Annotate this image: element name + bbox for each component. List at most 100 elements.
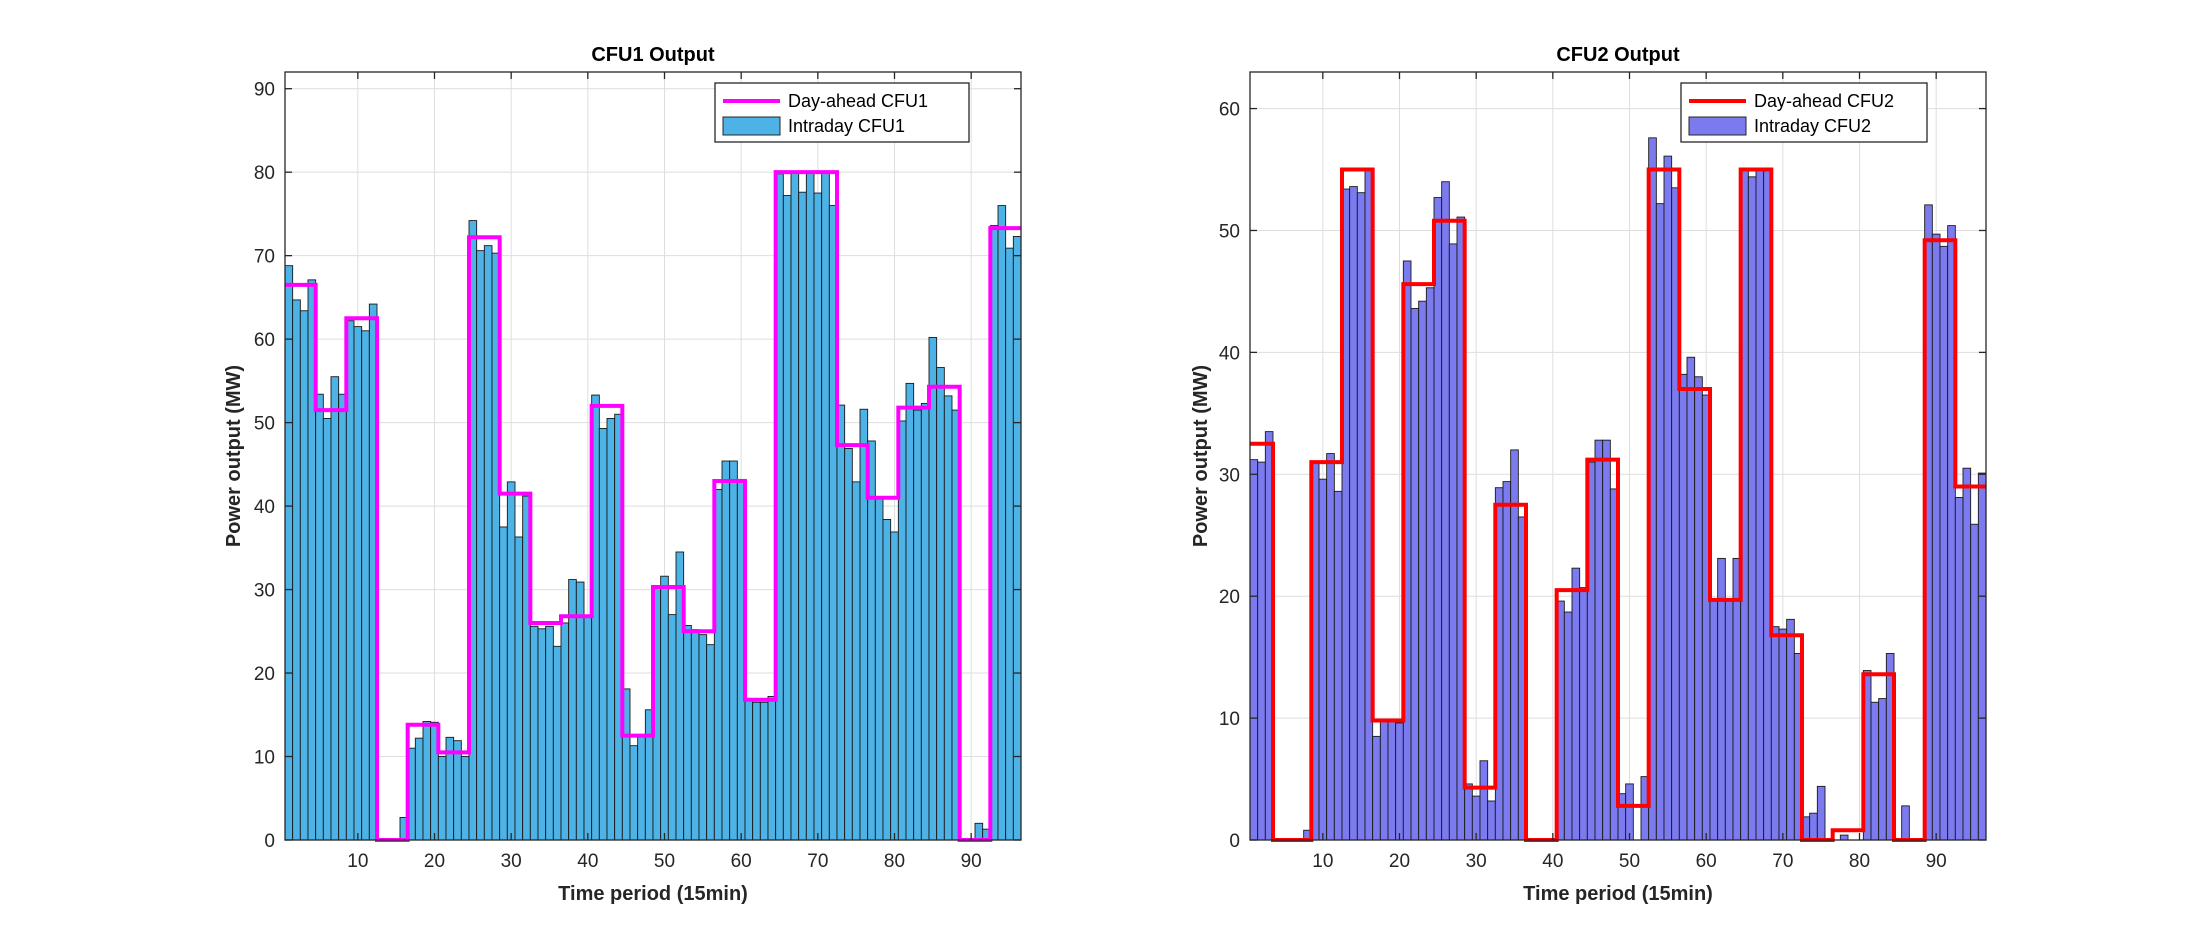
x-tick-label: 40: [1542, 851, 1563, 872]
x-tick-label: 70: [807, 851, 828, 872]
legend-bar-swatch: [1688, 116, 1747, 136]
intraday-bar: [1571, 567, 1581, 841]
intraday-bar: [913, 409, 922, 841]
intraday-bar: [1563, 611, 1573, 841]
intraday-bar: [928, 337, 938, 841]
legend-intraday-label: Intraday CFU2: [1754, 116, 1871, 136]
intraday-bar: [299, 310, 309, 841]
axis-ticks: 10 20 30 40 50 60 70 80 90 0 10 20 30 40 50 60: [1219, 72, 1986, 872]
intraday-bar: [476, 250, 485, 841]
intraday-bar: [1686, 356, 1696, 841]
intraday-bar: [851, 481, 861, 841]
intraday-bar: [437, 756, 447, 841]
intraday-bar: [1425, 287, 1435, 841]
y-tick-label: 10: [254, 748, 275, 769]
y-axis-label: Power output (MW): [223, 365, 245, 547]
intraday-bar: [552, 645, 562, 841]
intraday-bar: [1594, 439, 1604, 841]
intraday-bar: [790, 170, 800, 841]
y-tick-label: 10: [1219, 709, 1240, 730]
intraday-bar: [698, 634, 708, 841]
intraday-bar: [1410, 308, 1420, 841]
intraday-bar: [683, 625, 692, 841]
intraday-bar: [1747, 176, 1757, 841]
intraday-bar: [759, 701, 769, 841]
intraday-bar: [1770, 626, 1780, 841]
intraday-bar: [821, 170, 830, 841]
y-tick-label: 20: [254, 664, 275, 685]
intraday-bar: [729, 460, 738, 841]
x-tick-label: 50: [654, 851, 675, 872]
intraday-bar: [1724, 599, 1734, 841]
y-tick-label: 30: [254, 581, 275, 602]
intraday-bar: [1939, 245, 1949, 841]
intraday-bar: [292, 299, 301, 841]
intraday-bar: [936, 367, 945, 841]
intraday-bar: [1356, 192, 1366, 841]
y-tick-label: 20: [1219, 587, 1240, 608]
legend-intraday-label: Intraday CFU1: [788, 116, 905, 136]
intraday-bar: [1379, 721, 1389, 841]
intraday-bar: [483, 245, 493, 841]
day-ahead-line: [285, 170, 1021, 842]
x-tick-label: 10: [347, 851, 368, 872]
intraday-bar: [545, 625, 554, 841]
legend: Day-ahead CFU2 Intraday CFU2: [1680, 82, 1928, 143]
intraday-bar: [1448, 243, 1458, 841]
intraday-bar: [920, 402, 930, 841]
intraday-bar: [782, 195, 792, 841]
y-tick-label: 90: [254, 80, 275, 101]
x-tick-label: 40: [577, 851, 598, 872]
intraday-bar: [1326, 453, 1335, 841]
intraday-bar: [1418, 300, 1427, 841]
x-tick-label: 90: [1926, 851, 1947, 872]
intraday-bar: [1755, 169, 1765, 841]
intraday-bar: [805, 171, 815, 841]
intraday-bar: [1441, 181, 1450, 841]
intraday-bar: [1954, 496, 1964, 841]
day-ahead-line: [1250, 167, 1986, 842]
intraday-bar: [499, 526, 508, 841]
intraday-bar: [330, 376, 340, 841]
intraday-bar: [361, 330, 370, 841]
intraday-bar: [1816, 785, 1826, 841]
x-tick-label: 50: [1619, 851, 1640, 872]
intraday-bar: [1257, 461, 1266, 841]
intraday-bar: [422, 721, 432, 841]
intraday-bar: [1249, 459, 1259, 841]
intraday-bar: [1387, 718, 1397, 841]
intraday-bar: [1625, 783, 1634, 841]
intraday-bar: [1870, 701, 1880, 841]
intraday-bar: [1809, 812, 1818, 841]
intraday-bar: [453, 740, 462, 841]
intraday-bar: [637, 734, 646, 841]
y-tick-label: 0: [1229, 831, 1240, 852]
x-tick-label: 80: [1849, 851, 1870, 872]
y-tick-label: 60: [1219, 100, 1240, 121]
x-tick-label: 20: [424, 851, 445, 872]
legend-bar-swatch: [722, 116, 781, 136]
intraday-bar: [874, 496, 884, 841]
legend-box: [714, 82, 970, 143]
y-tick-label: 50: [254, 414, 275, 435]
chart-cfu2: 10 20 30 40 50 60 70 80 90 0 10 20 30 40 50 60 CFU2 Out…: [1190, 44, 1987, 905]
intraday-bar: [583, 615, 593, 841]
intraday-bar: [506, 481, 516, 841]
intraday-bar: [1778, 628, 1788, 841]
intraday-bar: [560, 622, 570, 841]
intraday-bar: [315, 393, 324, 841]
x-tick-label: 30: [501, 851, 522, 872]
intraday-bar: [890, 531, 899, 841]
intraday-bar: [1433, 197, 1443, 841]
axes-box: [1249, 71, 1987, 841]
legend-day-ahead-label: Day-ahead CFU1: [788, 91, 928, 111]
y-tick-label: 40: [254, 497, 275, 518]
intraday-bar: [943, 395, 953, 841]
intraday-bar: [1012, 236, 1022, 841]
intraday-bar: [1510, 449, 1519, 841]
intraday-bar: [353, 326, 363, 841]
intraday-bar: [537, 628, 547, 841]
x-tick-label: 30: [1466, 851, 1487, 872]
intraday-bar: [1878, 698, 1887, 841]
